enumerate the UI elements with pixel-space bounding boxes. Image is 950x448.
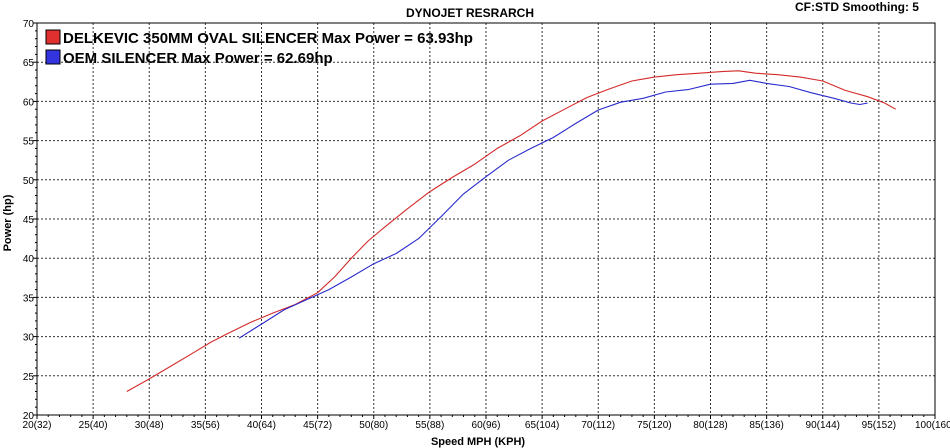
x-tick-label: 70(112) xyxy=(581,420,615,431)
y-tick-label: 70 xyxy=(23,19,35,30)
series-line-1 xyxy=(126,70,896,392)
x-tick-label: 40(64) xyxy=(247,420,276,431)
y-tick-label: 55 xyxy=(23,137,35,148)
y-tick-label: 65 xyxy=(23,58,35,69)
settings-label: CF:STD Smoothing: 5 xyxy=(795,0,919,14)
y-tick-label: 35 xyxy=(23,293,35,304)
x-tick-label: 95(152) xyxy=(862,420,896,431)
y-axis-label: Power (hp) xyxy=(2,194,14,251)
x-tick-label: 90(144) xyxy=(806,420,840,431)
y-tick-label: 20 xyxy=(23,411,35,422)
y-tick-label: 60 xyxy=(23,97,35,108)
legend-swatch-1 xyxy=(45,29,61,45)
x-tick-label: 75(120) xyxy=(637,420,671,431)
series-line-2 xyxy=(238,79,868,339)
data-lines xyxy=(126,70,896,392)
x-tick-label: 80(128) xyxy=(693,420,727,431)
x-tick-label: 60(96) xyxy=(472,420,501,431)
x-tick-label: 55(88) xyxy=(415,420,444,431)
axes xyxy=(33,22,936,419)
x-axis-label: Speed MPH (KPH) xyxy=(431,436,525,448)
legend-swatch-2 xyxy=(45,49,61,65)
legend: DELKEVIC 350MM OVAL SILENCER Max Power =… xyxy=(45,29,473,67)
y-tick-label: 45 xyxy=(23,215,35,226)
legend-label-2: OEM SILENCER Max Power = 62.69hp xyxy=(63,50,333,67)
x-tick-label: 35(56) xyxy=(191,420,220,431)
y-tick-label: 50 xyxy=(23,176,35,187)
x-tick-label: 30(48) xyxy=(135,420,164,431)
x-tick-label: 45(72) xyxy=(303,420,332,431)
x-tick-label: 85(136) xyxy=(749,420,783,431)
x-tick-label: 25(40) xyxy=(79,420,108,431)
x-tick-label: 50(80) xyxy=(359,420,388,431)
grid-lines xyxy=(37,23,935,415)
x-tick-label: 20(32) xyxy=(23,420,52,431)
legend-label-1: DELKEVIC 350MM OVAL SILENCER Max Power =… xyxy=(63,30,473,47)
x-tick-label: 65(104) xyxy=(525,420,559,431)
y-tick-label: 30 xyxy=(23,333,35,344)
tick-labels: 20(32) 25(40) 30(48) 35(56) 40(64) 45(72) 50(8… xyxy=(23,19,950,431)
x-tick-label: 100(160) xyxy=(915,420,950,431)
y-tick-label: 25 xyxy=(23,372,35,383)
chart-title: DYNOJET RESRARCH xyxy=(406,6,535,20)
y-tick-label: 40 xyxy=(23,254,35,265)
